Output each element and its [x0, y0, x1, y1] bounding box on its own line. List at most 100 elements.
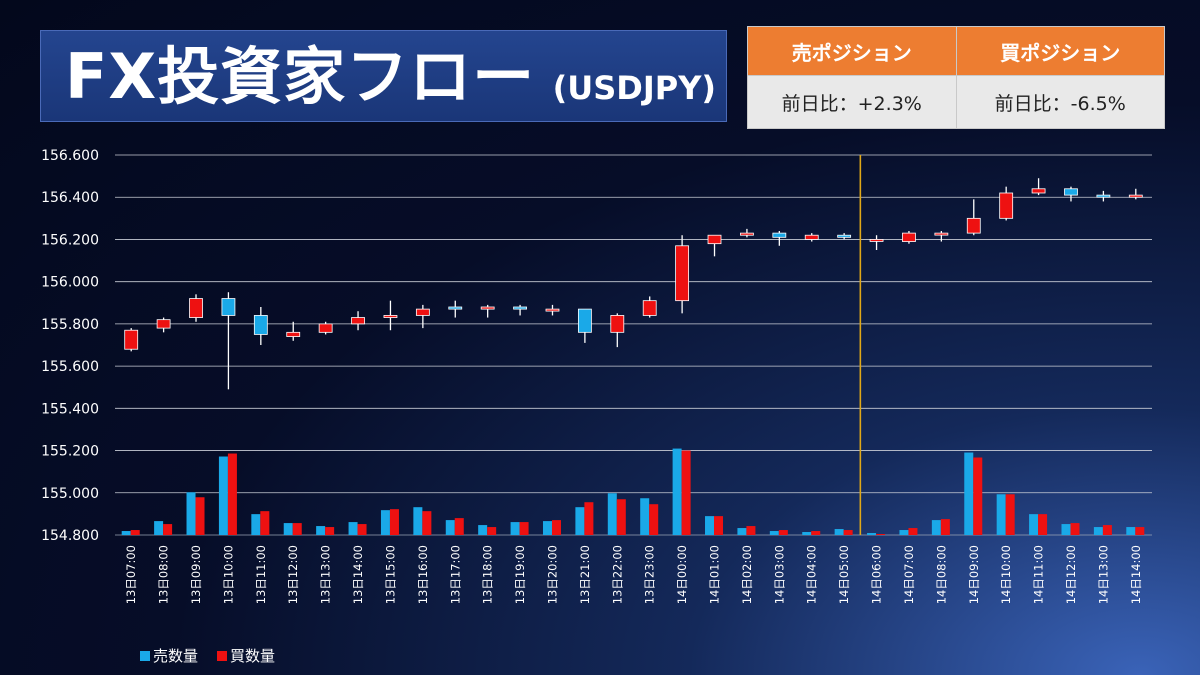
buy-volume-bar — [422, 511, 432, 535]
buy-volume-bar — [843, 530, 853, 535]
sell-volume-bar — [996, 494, 1006, 535]
sell-volume-bar — [899, 530, 909, 535]
candlestick — [286, 321, 301, 341]
sell-volume-bar — [251, 514, 261, 535]
sell-volume-bar — [478, 525, 488, 535]
sell-volume-bar — [1061, 524, 1071, 535]
candle-body — [253, 315, 268, 335]
buy-volume-bar — [454, 518, 464, 535]
candlestick — [513, 304, 527, 316]
sell-volume-bar — [867, 533, 877, 535]
x-tick-label: 13日11:00 — [254, 545, 268, 604]
sell-volume-bar — [802, 532, 812, 535]
buy-volume-bar — [1005, 494, 1015, 535]
candlestick — [221, 292, 236, 390]
x-tick-label: 14日06:00 — [870, 545, 884, 604]
candlestick — [966, 199, 981, 236]
buy-volume-bar — [973, 457, 983, 535]
candle-body — [480, 306, 495, 310]
sell-volume-bar — [575, 507, 585, 535]
candle-body — [189, 298, 203, 318]
buy-volume-bar — [681, 450, 691, 535]
y-tick-label: 155.200 — [41, 444, 99, 460]
x-tick-label: 14日02:00 — [740, 545, 754, 604]
buy-volume-bar — [811, 531, 821, 535]
candle-body — [448, 306, 463, 310]
x-tick-label: 14日05:00 — [837, 545, 851, 604]
candlestick — [480, 304, 495, 318]
sell-volume-bar — [769, 531, 779, 535]
x-tick-label: 13日09:00 — [189, 545, 203, 604]
sell-volume-bar — [672, 448, 682, 535]
x-tick-label: 14日00:00 — [675, 545, 689, 604]
buy-volume-bar — [1038, 514, 1048, 535]
x-tick-label: 13日10:00 — [221, 545, 235, 604]
candle-body — [286, 331, 301, 337]
sell-volume-bar — [931, 520, 941, 535]
x-tick-label: 13日08:00 — [157, 545, 171, 604]
sell-volume-bar — [1093, 527, 1103, 535]
buy-volume-bar — [227, 453, 237, 535]
candlestick — [448, 300, 463, 318]
candle-body — [1128, 194, 1143, 198]
buy-volume-bar — [260, 511, 270, 535]
candlestick — [1064, 186, 1078, 202]
sell-volume-bar — [380, 510, 390, 535]
buy-volume-bar — [778, 530, 788, 535]
candle-body — [221, 298, 236, 316]
x-tick-label: 13日20:00 — [545, 545, 559, 604]
candlestick — [124, 328, 139, 352]
page-title: FX投資家フロー — [65, 41, 535, 113]
x-tick-label: 14日01:00 — [708, 545, 722, 604]
candle-body — [318, 323, 333, 333]
candle-body — [642, 300, 657, 316]
candle-body — [610, 315, 625, 333]
candle-body — [513, 306, 527, 310]
title-text: FX投資家フロー — [65, 40, 536, 113]
sell-volume-bar — [283, 523, 293, 535]
candle-body — [902, 232, 916, 242]
y-tick-label: 155.600 — [41, 359, 99, 375]
y-tick-label: 155.800 — [41, 317, 99, 333]
candle-body — [577, 308, 592, 333]
candlestick — [577, 308, 592, 343]
sell-position-header: 売ポジション — [747, 26, 957, 76]
candlestick — [707, 234, 722, 257]
x-tick-label: 13日23:00 — [643, 545, 657, 604]
candle-body — [156, 319, 171, 329]
buy-volume-bar — [584, 502, 594, 535]
candlestick — [1031, 178, 1046, 196]
buy-volume-bar — [519, 522, 529, 535]
x-tick-label: 13日12:00 — [286, 545, 300, 604]
candle-body — [999, 192, 1014, 219]
candle-body — [1031, 188, 1046, 194]
x-tick-label: 14日04:00 — [805, 545, 819, 604]
candlestick — [772, 231, 787, 246]
x-tick-label: 14日13:00 — [1096, 545, 1110, 604]
buy-volume-bar — [649, 504, 659, 535]
buy-volume-bar — [487, 527, 497, 535]
title-box: FX投資家フロー (USDJPY) — [40, 30, 727, 122]
buy-volume-bar — [551, 520, 561, 535]
buy-volume-bar — [292, 523, 302, 535]
y-axis: 154.800 155.000 155.200 155.400 155.600 155.8… — [41, 148, 99, 544]
y-tick-label: 154.800 — [41, 528, 99, 544]
legend-buy-swatch — [217, 651, 227, 661]
buy-volume-bar — [357, 524, 367, 535]
candle-body — [707, 234, 722, 245]
buy-volume-bar — [130, 530, 140, 535]
x-tick-label: 14日14:00 — [1129, 545, 1143, 604]
page-subtitle: (USDJPY) — [552, 69, 716, 107]
candle-body — [772, 232, 787, 238]
buy-position-value: 前日比：-6.5% — [955, 75, 1165, 129]
sell-volume-bar — [218, 456, 228, 535]
candlestick — [642, 296, 657, 318]
grid-lines — [115, 154, 1152, 536]
candlestick — [804, 233, 819, 242]
candlestick — [934, 231, 949, 242]
candlestick — [837, 233, 852, 240]
y-tick-label: 156.000 — [41, 275, 99, 291]
sell-volume-bar — [1029, 514, 1039, 535]
x-tick-label: 13日16:00 — [416, 545, 430, 604]
